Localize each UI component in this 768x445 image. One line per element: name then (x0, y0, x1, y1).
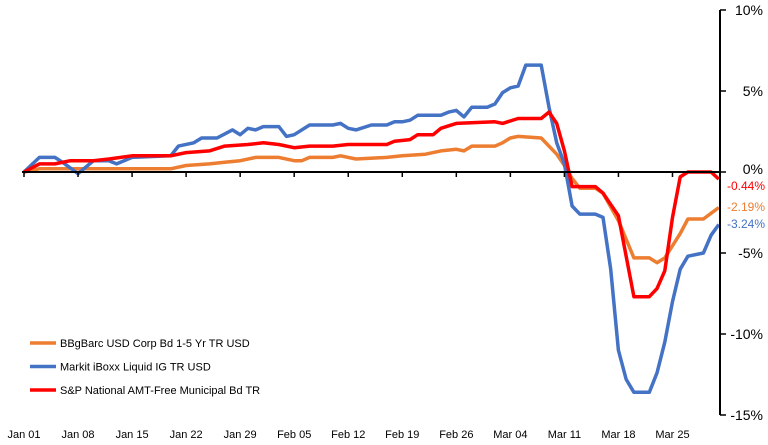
y-tick-label: 0% (743, 161, 763, 177)
end-value-label: -2.19% (727, 200, 765, 214)
legend-label: Markit iBoxx Liquid IG TR USD (60, 362, 211, 374)
end-value-label: -3.24% (727, 217, 765, 231)
x-tick-label: Jan 01 (7, 429, 40, 441)
end-labels: -2.19% -3.24% -0.44% (727, 179, 765, 231)
series-line-1 (22, 63, 721, 395)
y-tick-label: 5% (743, 83, 763, 99)
x-tick-label: Mar 18 (601, 429, 635, 441)
x-tick-label: Jan 29 (224, 429, 257, 441)
x-tick-label: Jan 08 (62, 429, 95, 441)
x-tick-label: Mar 04 (493, 429, 527, 441)
y-axis: 10% 5% 0% -5% -10% -15% (720, 2, 763, 423)
x-tick-label: Jan 15 (116, 429, 149, 441)
x-axis: Jan 01 Jan 08 Jan 15 Jan 22 Jan 29 Feb 05 Feb … (7, 172, 690, 441)
legend-label: S&P National AMT-Free Municipal Bd TR (60, 385, 260, 397)
series-line-2 (23, 110, 720, 299)
x-tick-label: Mar 11 (548, 429, 581, 441)
legend: BBgBarc USD Corp Bd 1-5 Yr TR USD Markit … (30, 338, 260, 397)
x-tick-label: Feb 19 (385, 429, 419, 441)
x-tick-label: Jan 22 (170, 429, 203, 441)
x-tick-label: Feb 26 (439, 429, 473, 441)
y-tick-label: -15% (730, 407, 763, 423)
series-line-0 (23, 134, 720, 265)
end-value-label: -0.44% (727, 179, 765, 193)
y-tick-label: -5% (738, 245, 763, 261)
y-tick-label: 10% (735, 2, 763, 18)
y-tick-label: -10% (730, 326, 763, 342)
x-tick-label: Mar 25 (655, 429, 689, 441)
x-tick-label: Feb 05 (277, 429, 311, 441)
series-lines (22, 63, 721, 395)
x-tick-label: Feb 12 (331, 429, 365, 441)
legend-label: BBgBarc USD Corp Bd 1-5 Yr TR USD (60, 338, 250, 350)
